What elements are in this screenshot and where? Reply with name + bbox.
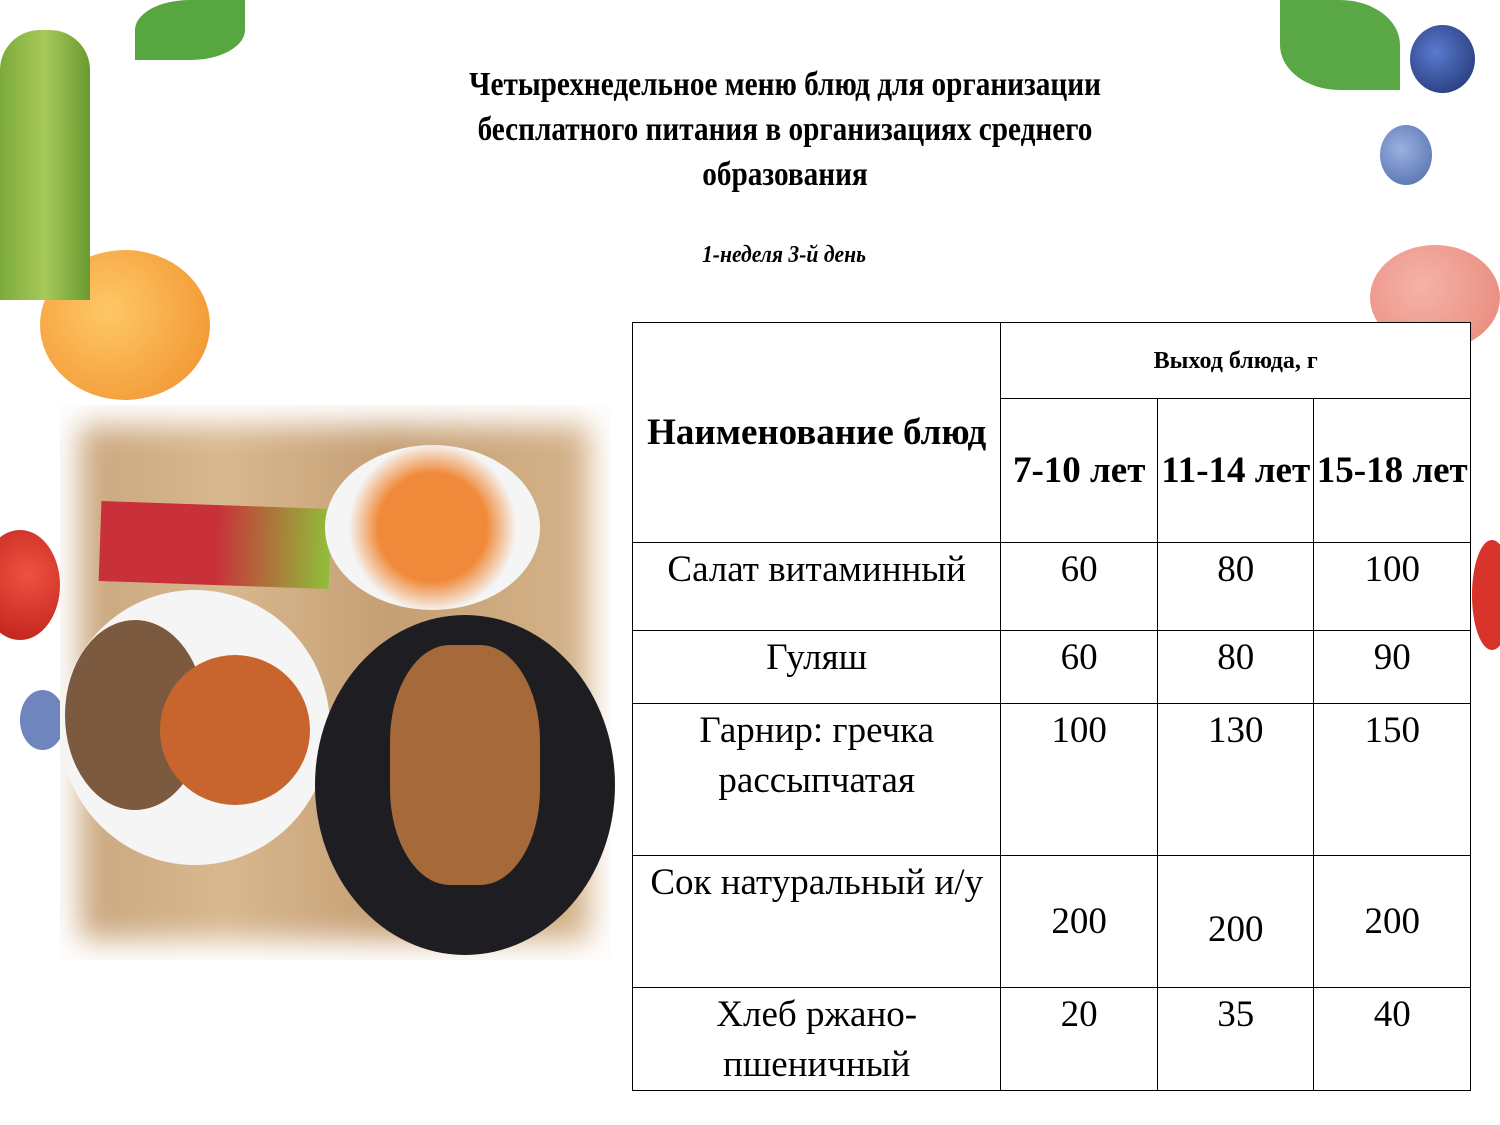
page-title: Четырехнедельное меню блюд для организац… <box>368 62 1202 197</box>
tomato-image <box>0 530 60 640</box>
blueberry-image <box>1410 25 1475 93</box>
bread-image <box>390 645 540 885</box>
value-cell: 200 <box>1156 855 1315 988</box>
table-row: Сок натуральный и/у 200 200 200 <box>631 855 1471 988</box>
menu-table: Наименование блюд Выход блюда, г 7-10 ле… <box>631 322 1471 1091</box>
tomato-image <box>1472 540 1500 650</box>
title-line: образования <box>702 156 868 193</box>
header-age: 7-10 лет <box>1000 398 1158 543</box>
blueberry-image <box>1380 125 1432 185</box>
value-cell: 130 <box>1156 703 1315 856</box>
title-line: Четырехнедельное меню блюд для организац… <box>469 66 1101 103</box>
value-cell: 35 <box>1156 987 1315 1091</box>
header-age: 15-18 лет <box>1313 398 1471 543</box>
dish-name: Хлеб ржано-пшеничный <box>631 987 1002 1091</box>
leaf-image <box>1280 0 1400 90</box>
table-row: Салат витаминный 60 80 100 <box>631 542 1471 631</box>
value-cell: 20 <box>1000 987 1158 1091</box>
value-cell: 150 <box>1313 703 1471 856</box>
value-cell: 60 <box>1000 542 1158 631</box>
value-cell: 100 <box>1313 542 1471 631</box>
blueberry-image <box>20 690 65 750</box>
table-row: Гарнир: гречка рассыпчатая 100 130 150 <box>631 703 1471 856</box>
leaf-image <box>135 0 245 60</box>
meal-photo <box>60 405 615 960</box>
header-dish-name: Наименование блюд <box>631 322 1002 543</box>
table-row: Хлеб ржано-пшеничный 20 35 40 <box>631 987 1471 1091</box>
value-cell: 100 <box>1000 703 1158 856</box>
asparagus-image <box>0 30 90 300</box>
dish-name: Салат витаминный <box>631 542 1002 631</box>
header-age: 11-14 лет <box>1156 398 1315 543</box>
value-cell: 80 <box>1156 630 1315 704</box>
value-cell: 60 <box>1000 630 1158 704</box>
goulash-image <box>160 655 310 805</box>
dish-name: Гарнир: гречка рассыпчатая <box>631 703 1002 856</box>
juice-box-image <box>98 501 332 589</box>
value-cell: 200 <box>1313 855 1471 988</box>
value-cell: 80 <box>1156 542 1315 631</box>
header-yield: Выход блюда, г <box>1000 322 1471 399</box>
dish-name: Сок натуральный и/у <box>631 855 1002 988</box>
title-line: бесплатного питания в организациях средн… <box>477 111 1093 148</box>
subtitle: 1-неделя 3-й день <box>702 242 866 268</box>
dish-name: Гуляш <box>631 630 1002 704</box>
salad-bowl-image <box>325 445 540 610</box>
value-cell: 90 <box>1313 630 1471 704</box>
value-cell: 200 <box>1000 855 1158 988</box>
value-cell: 40 <box>1313 987 1471 1091</box>
table-row: Гуляш 60 80 90 <box>631 630 1471 704</box>
